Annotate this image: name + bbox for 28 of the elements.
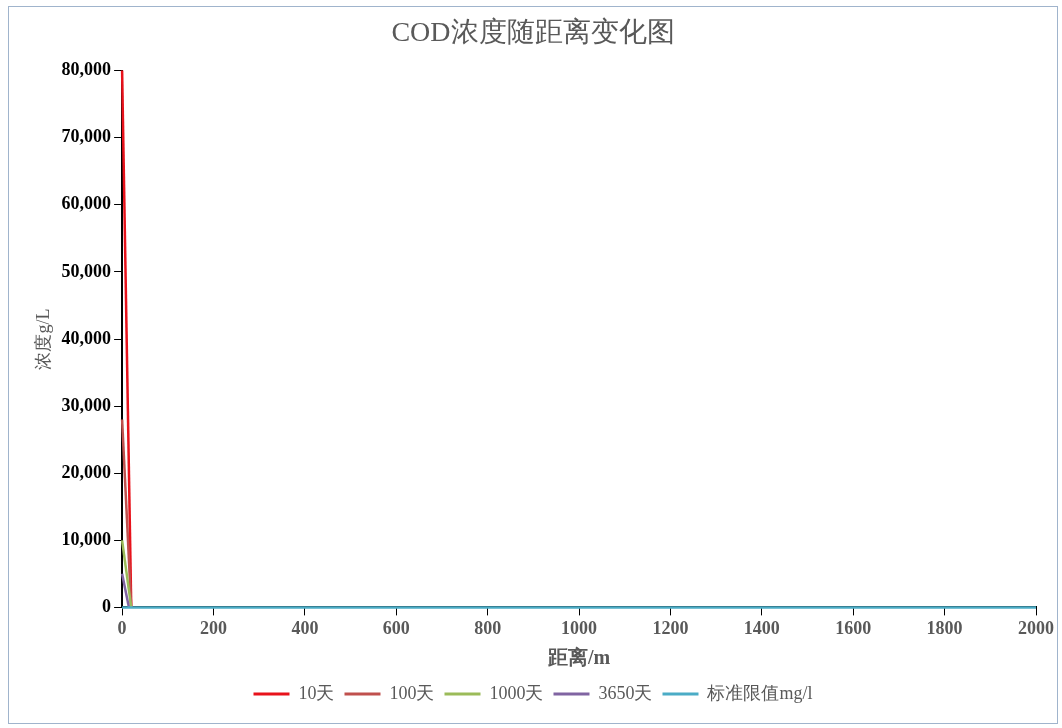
y-tick-label: 60,000 (61, 193, 112, 214)
legend-label: 100天 (389, 682, 435, 703)
x-tick-label: 200 (199, 617, 227, 638)
y-tick-label: 0 (102, 596, 112, 617)
x-tick-label: 1200 (652, 617, 689, 638)
x-tick-label: 1800 (926, 617, 963, 638)
y-tick-label: 20,000 (61, 461, 112, 482)
y-axis-title: 浓度g/L (32, 308, 53, 370)
y-tick-label: 10,000 (61, 528, 112, 549)
legend-label: 10天 (298, 682, 335, 703)
x-tick-label: 400 (291, 617, 319, 638)
y-tick-label: 30,000 (61, 394, 112, 415)
y-tick-label: 70,000 (61, 126, 112, 147)
legend-label: 3650天 (598, 682, 653, 703)
x-tick-label: 1000 (561, 617, 598, 638)
chart-title: COD浓度随距离变化图 (391, 16, 675, 48)
x-axis-title: 距离/m (546, 646, 611, 669)
y-tick-label: 40,000 (61, 327, 112, 348)
x-tick-label: 2000 (1018, 617, 1054, 638)
y-tick-label: 50,000 (61, 260, 112, 281)
x-tick-label: 800 (474, 617, 502, 638)
legend-label: 标准限值mg/l (706, 682, 813, 703)
x-tick-label: 1600 (835, 617, 872, 638)
x-tick-label: 1400 (743, 617, 780, 638)
x-tick-label: 0 (117, 617, 127, 638)
y-tick-label: 80,000 (61, 59, 112, 80)
legend-label: 1000天 (489, 682, 544, 703)
x-tick-label: 600 (382, 617, 410, 638)
